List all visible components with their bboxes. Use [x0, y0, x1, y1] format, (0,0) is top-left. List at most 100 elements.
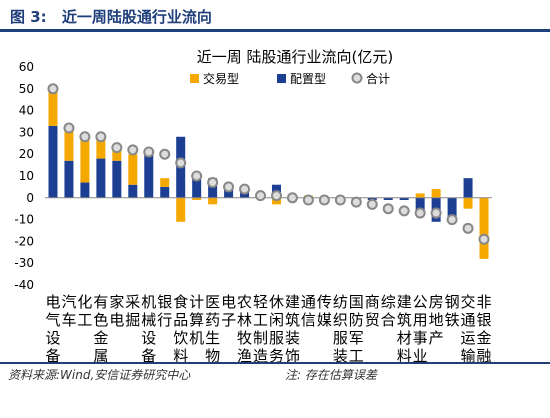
legend-swatch-trade	[190, 74, 199, 83]
config-bar	[463, 178, 473, 198]
x-tick-label-char: 料	[397, 347, 412, 362]
y-tick-label: -30	[14, 256, 34, 270]
config-bar	[224, 189, 234, 198]
x-tick-label-char: 气	[45, 311, 60, 329]
total-marker	[63, 122, 75, 134]
x-tick-label-char: 公	[413, 293, 428, 311]
trade-bar	[463, 197, 473, 209]
x-tick-label-char: 装	[285, 329, 300, 347]
total-marker	[127, 144, 139, 156]
x-tick-label-char: 钢	[445, 293, 460, 311]
legend-label-trade: 交易型	[203, 71, 239, 86]
x-tick-label-char: 通	[461, 311, 476, 329]
x-tick-label-char: 设	[141, 329, 156, 347]
x-tick-label-char: 事	[413, 329, 428, 347]
total-marker	[430, 207, 442, 219]
x-tick-label-char: 电	[221, 293, 236, 311]
x-tick-label-char: 备	[141, 347, 156, 362]
x-tick-label-char: 制	[253, 329, 268, 347]
x-tick-label-char: 工	[77, 311, 92, 329]
y-tick-label: 0	[26, 191, 34, 205]
x-tick-label-char: 造	[253, 347, 268, 362]
config-bar	[415, 197, 425, 211]
x-tick-label-char: 品	[173, 311, 188, 329]
x-tick-label-char: 国	[349, 293, 364, 311]
x-tick-label-char: 筑	[397, 311, 412, 329]
total-marker	[143, 146, 155, 158]
total-marker	[286, 192, 298, 204]
x-tick-label-char: 用	[413, 311, 428, 329]
source-text: 资料来源:Wind,安信证券研究中心	[8, 368, 191, 382]
x-tick-label-char: 算	[189, 311, 204, 329]
trade-bar	[415, 193, 425, 198]
trade-bar	[208, 197, 218, 205]
x-tick-label-char: 建	[285, 293, 300, 311]
trade-bar	[48, 88, 58, 126]
trade-bar	[176, 197, 186, 222]
x-tick-label-char: 融	[477, 347, 492, 362]
x-tick-label-char: 设	[45, 329, 60, 347]
trade-bar	[64, 128, 74, 161]
y-tick-label: 60	[19, 60, 34, 74]
x-tick-label-char: 轻	[253, 293, 268, 311]
x-tick-label-char: 食	[173, 293, 188, 311]
legend-swatch-config	[277, 74, 286, 83]
config-bar	[192, 173, 202, 198]
trade-bar	[112, 147, 122, 161]
x-tick-label-char: 织	[333, 311, 348, 329]
trade-bar	[160, 178, 170, 187]
x-tick-label-char: 生	[205, 329, 220, 347]
config-bar	[80, 182, 90, 198]
x-tick-label-char: 非	[477, 293, 492, 311]
config-bar	[144, 152, 154, 198]
x-tick-label-char: 服	[333, 329, 348, 347]
x-axis-labels: 电气设备汽车化工有色金属家电采掘机械设备银行食品饮料计算机医药生物电子农林牧渔轻…	[45, 293, 491, 362]
x-tick-label-char: 药	[205, 311, 220, 329]
y-tick-label: 40	[19, 104, 34, 118]
y-axis: -40 -30 -20 -10 0 10 20 30 40 50 60	[14, 60, 34, 292]
x-tick-label-char: 军	[349, 329, 364, 347]
x-tick-label-char: 备	[45, 347, 60, 362]
x-tick-label-char: 金	[477, 329, 492, 347]
x-tick-label-char: 医	[205, 293, 220, 311]
trade-bar	[128, 154, 138, 185]
x-tick-label-char: 牧	[237, 329, 252, 347]
x-tick-label-char: 建	[397, 293, 412, 311]
x-tick-label-char: 饰	[285, 347, 300, 362]
chart-title: 近一周 陆股通行业流向(亿元)	[197, 48, 393, 66]
total-marker	[350, 196, 362, 208]
config-bar	[96, 158, 106, 198]
x-tick-label-char: 计	[189, 293, 204, 311]
trade-bar	[80, 136, 90, 183]
x-tick-label-char: 传	[317, 293, 332, 311]
x-tick-label-char: 银	[157, 293, 172, 311]
total-marker	[255, 190, 267, 202]
x-tick-label-char: 电	[109, 311, 124, 329]
x-tick-label-char: 物	[205, 347, 220, 362]
x-tick-label-char: 地	[429, 311, 444, 329]
x-tick-label-char: 色	[93, 311, 108, 329]
total-marker	[462, 222, 474, 234]
x-tick-label-char: 媒	[317, 311, 332, 329]
config-bar	[383, 197, 393, 200]
x-tick-label-char: 信	[301, 311, 316, 329]
trade-bar	[96, 136, 106, 159]
figure-title: 近一周陆股通行业流向	[61, 8, 212, 26]
y-tick-label: 10	[19, 169, 34, 183]
bar-series	[48, 88, 489, 259]
x-tick-label-char: 金	[93, 329, 108, 347]
total-marker	[223, 181, 235, 193]
x-tick-label-char: 装	[333, 347, 348, 362]
total-marker	[478, 233, 490, 245]
x-tick-label-char: 掘	[125, 311, 140, 329]
x-tick-label-char: 通	[301, 293, 316, 311]
figure-label: 图 3:	[10, 8, 47, 26]
legend: 交易型 配置型 合计	[190, 71, 390, 86]
config-bar	[48, 125, 58, 198]
y-tick-label: -10	[14, 213, 34, 227]
x-tick-label-char: 机	[189, 329, 204, 347]
x-tick-label-char: 属	[93, 347, 108, 362]
x-tick-label-char: 家	[109, 293, 124, 311]
total-marker	[207, 177, 219, 189]
note-text: 注: 存在估算误差	[285, 368, 377, 382]
